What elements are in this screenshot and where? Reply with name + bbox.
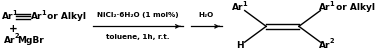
Text: Ar: Ar [319, 3, 331, 12]
Text: 1: 1 [242, 1, 246, 7]
Text: or Alkyl: or Alkyl [44, 12, 86, 21]
Text: NiCl₂·6H₂O (1 mol%): NiCl₂·6H₂O (1 mol%) [98, 13, 179, 18]
Text: Ar: Ar [2, 12, 13, 21]
Text: 1: 1 [330, 1, 334, 7]
Text: H: H [236, 41, 244, 50]
Text: or Alkyl: or Alkyl [333, 3, 375, 12]
Text: 2: 2 [14, 33, 19, 39]
Text: H₂O: H₂O [199, 13, 214, 18]
Text: Ar: Ar [31, 12, 42, 21]
Text: toluene, 1h, r.t.: toluene, 1h, r.t. [107, 34, 170, 40]
Text: MgBr: MgBr [17, 36, 43, 45]
Text: Ar: Ar [4, 36, 15, 45]
Text: Ar: Ar [232, 3, 243, 12]
Text: 1: 1 [41, 10, 46, 16]
Text: 1: 1 [12, 10, 17, 16]
Text: 2: 2 [330, 38, 334, 44]
Text: Ar: Ar [319, 41, 331, 50]
Text: +: + [9, 24, 17, 34]
